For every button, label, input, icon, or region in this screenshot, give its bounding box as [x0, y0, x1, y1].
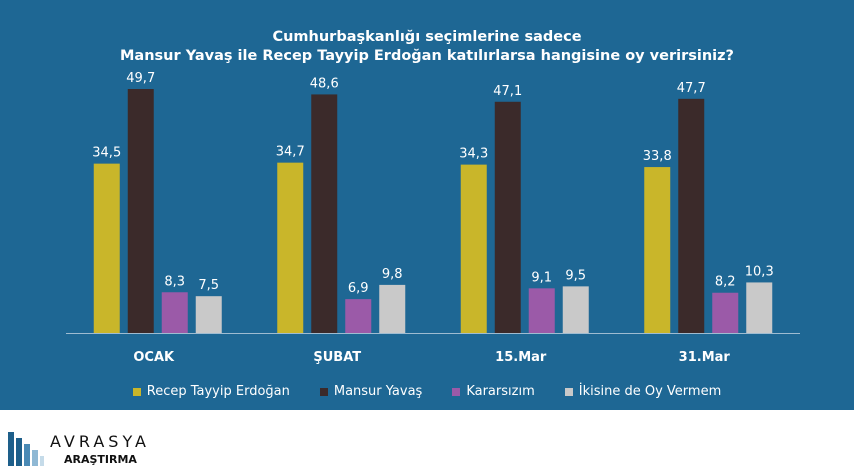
bar — [644, 167, 671, 333]
legend-item: İkisine de Oy Vermem — [564, 384, 722, 399]
x-tick-label: ŞUBAT — [313, 350, 361, 365]
bar — [678, 98, 705, 333]
legend-swatch — [452, 387, 461, 396]
x-tick-label: 15.Mar — [495, 350, 547, 365]
bar — [712, 292, 739, 333]
data-label: 34,7 — [276, 145, 305, 160]
legend-label: İkisine de Oy Vermem — [578, 384, 722, 399]
brand-subtitle: ARAŞTIRMA — [64, 453, 137, 466]
data-label: 48,6 — [310, 76, 339, 91]
bar-chart: 34,5 49,7 8,3 7,5 OCAK 34,7 48,6 6,9 9,8 ŞUBAT 34,… — [66, 71, 800, 365]
data-label: 9,5 — [565, 268, 586, 283]
legend-item: Recep Tayyip Erdoğan — [132, 384, 290, 399]
data-label: 6,9 — [348, 281, 369, 296]
brand-name: AVRASYA — [50, 432, 150, 451]
x-tick-label: 31.Mar — [679, 350, 731, 365]
bar — [528, 288, 555, 333]
data-label: 9,8 — [382, 267, 403, 282]
chart-legend: Recep Tayyip Erdoğan Mansur Yavaş Kararsız… — [0, 384, 854, 399]
footer-band — [0, 410, 854, 476]
data-label: 34,3 — [459, 147, 488, 162]
legend-swatch — [132, 387, 141, 396]
legend-swatch — [564, 387, 573, 396]
bar — [379, 284, 406, 333]
chart-title: Cumhurbaşkanlığı seçimlerine sadece Mans… — [0, 28, 854, 66]
bar — [345, 299, 372, 333]
legend-label: Mansur Yavaş — [333, 384, 423, 399]
data-label: 49,7 — [126, 71, 155, 86]
data-label: 8,2 — [715, 275, 736, 290]
data-label: 47,7 — [677, 81, 706, 96]
bar — [311, 94, 338, 333]
data-label: 8,3 — [164, 274, 185, 289]
legend-item: Kararsızım — [452, 384, 535, 399]
avrasya-logo-icon — [8, 432, 44, 466]
data-label: 33,8 — [643, 149, 672, 164]
bar — [460, 164, 487, 333]
data-label: 47,1 — [493, 84, 522, 99]
bar — [277, 162, 304, 333]
data-label: 7,5 — [198, 278, 219, 293]
legend-item: Mansur Yavaş — [319, 384, 423, 399]
bar — [93, 163, 120, 333]
title-line-1: Cumhurbaşkanlığı seçimlerine sadece — [272, 29, 582, 45]
bar — [127, 89, 154, 333]
bar — [746, 282, 773, 333]
bar — [195, 296, 222, 333]
legend-label: Kararsızım — [466, 384, 535, 399]
x-tick-label: OCAK — [133, 350, 175, 365]
bar — [494, 101, 521, 333]
data-label: 10,3 — [745, 264, 774, 279]
legend-label: Recep Tayyip Erdoğan — [146, 384, 290, 399]
bar — [161, 292, 188, 333]
title-line-2: Mansur Yavaş ile Recep Tayyip Erdoğan ka… — [120, 48, 734, 64]
data-label: 34,5 — [92, 146, 121, 161]
legend-swatch — [319, 387, 328, 396]
bar — [562, 286, 589, 333]
data-label: 9,1 — [531, 270, 552, 285]
